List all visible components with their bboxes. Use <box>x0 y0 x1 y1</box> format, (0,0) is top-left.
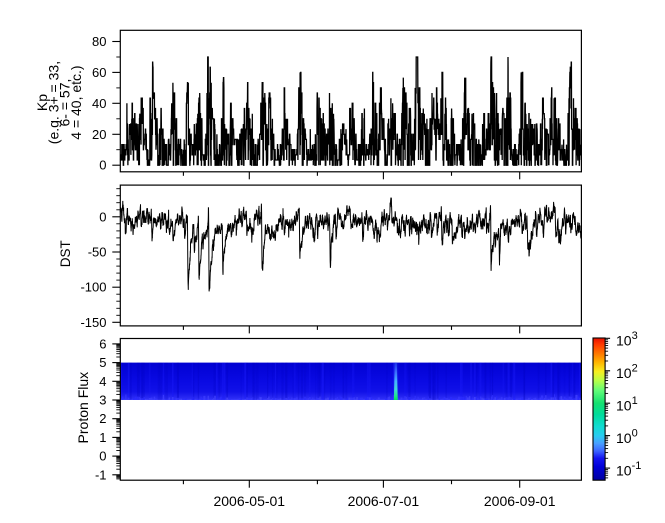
svg-text:20: 20 <box>92 127 106 142</box>
svg-text:6- = 57,: 6- = 57, <box>57 79 73 127</box>
svg-text:3: 3 <box>99 393 106 408</box>
svg-text:80: 80 <box>92 34 106 49</box>
svg-text:-50: -50 <box>88 245 107 260</box>
svg-text:-1: -1 <box>95 467 107 482</box>
svg-text:0: 0 <box>99 158 106 173</box>
svg-text:0: 0 <box>99 449 106 464</box>
svg-text:2006-07-01: 2006-07-01 <box>348 493 420 509</box>
svg-text:6: 6 <box>99 336 106 351</box>
svg-text:60: 60 <box>92 65 106 80</box>
svg-text:2006-05-01: 2006-05-01 <box>213 493 285 509</box>
svg-text:(e.g. 3+ = 33,: (e.g. 3+ = 33, <box>45 61 61 144</box>
svg-text:1: 1 <box>99 430 106 445</box>
svg-text:4 = 40, etc.): 4 = 40, etc.) <box>68 65 84 139</box>
svg-text:4: 4 <box>99 374 106 389</box>
svg-text:DST: DST <box>58 240 73 267</box>
svg-text:5: 5 <box>99 355 106 370</box>
svg-text:2: 2 <box>99 411 106 426</box>
svg-text:0: 0 <box>99 209 106 224</box>
svg-text:-100: -100 <box>80 280 106 295</box>
svg-text:40: 40 <box>92 96 106 111</box>
svg-text:Kp: Kp <box>34 94 50 111</box>
svg-text:2006-09-01: 2006-09-01 <box>484 493 556 509</box>
svg-text:Proton Flux: Proton Flux <box>75 372 91 444</box>
svg-text:-150: -150 <box>80 315 106 330</box>
